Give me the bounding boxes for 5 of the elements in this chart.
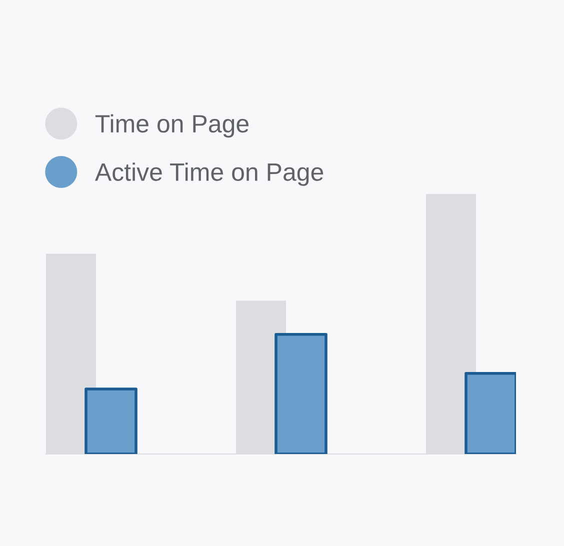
bar: [274, 333, 328, 454]
bar: [464, 372, 516, 454]
bar: [84, 388, 138, 454]
legend-label: Time on Page: [95, 114, 248, 138]
legend-label: Active Time on Page: [94, 162, 324, 186]
